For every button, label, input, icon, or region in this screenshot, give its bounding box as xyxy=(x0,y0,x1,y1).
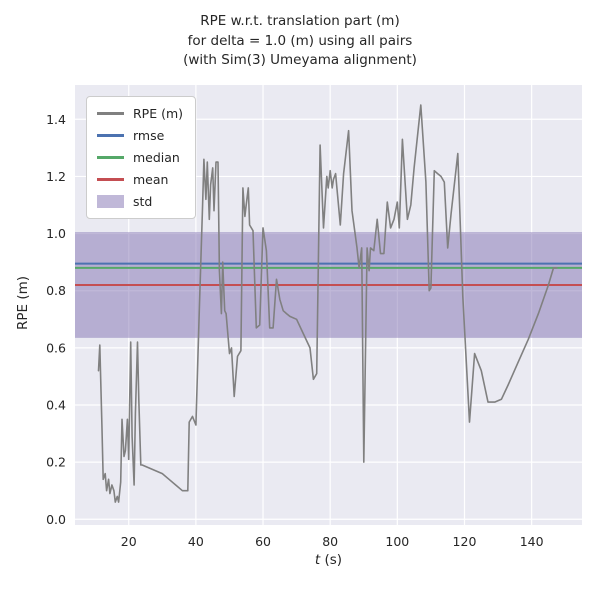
y-tick-label: 1.2 xyxy=(46,169,66,184)
rmse-line-swatch-icon xyxy=(97,134,124,137)
legend-label-std: std xyxy=(133,194,153,209)
y-tick-label: 1.0 xyxy=(46,226,66,241)
y-axis-label: RPE (m) xyxy=(15,275,31,331)
legend-item-rpe: RPE (m) xyxy=(97,106,183,121)
legend-label-rmse: rmse xyxy=(133,128,165,143)
y-tick-label: 0.2 xyxy=(46,455,66,470)
x-axis-label-unit: (s) xyxy=(320,552,343,568)
y-tick-label: 1.4 xyxy=(46,112,66,127)
x-tick-label: 100 xyxy=(385,534,409,549)
chart-title: RPE w.r.t. translation part (m) for delt… xyxy=(183,13,417,69)
mean-line-swatch-icon xyxy=(97,178,124,181)
legend-item-mean: mean xyxy=(97,172,183,187)
x-axis-label: t (s) xyxy=(75,552,582,568)
x-tick-label: 80 xyxy=(322,534,338,549)
x-tick-label: 140 xyxy=(520,534,544,549)
x-tick-label: 40 xyxy=(188,534,204,549)
x-tick-label: 120 xyxy=(453,534,477,549)
legend-item-std: std xyxy=(97,194,183,209)
legend-label-median: median xyxy=(133,150,180,165)
legend-label-rpe: RPE (m) xyxy=(133,106,184,121)
x-tick-label: 60 xyxy=(255,534,271,549)
y-tick-label: 0.0 xyxy=(46,512,66,527)
legend: RPE (m) rmse median mean std xyxy=(86,96,197,219)
y-tick-label: 0.6 xyxy=(46,340,66,355)
rpe-series-line xyxy=(97,104,558,503)
median-line-swatch-icon xyxy=(97,156,124,159)
legend-item-median: median xyxy=(97,150,183,165)
x-tick-label: 20 xyxy=(121,534,137,549)
std-patch-swatch-icon xyxy=(97,195,124,208)
legend-item-rmse: rmse xyxy=(97,128,183,143)
legend-label-mean: mean xyxy=(133,172,169,187)
y-tick-label: 0.8 xyxy=(46,283,66,298)
x-axis-label-variable: t xyxy=(314,552,321,568)
y-tick-label: 0.4 xyxy=(46,398,66,413)
rpe-line-swatch-icon xyxy=(97,112,124,115)
